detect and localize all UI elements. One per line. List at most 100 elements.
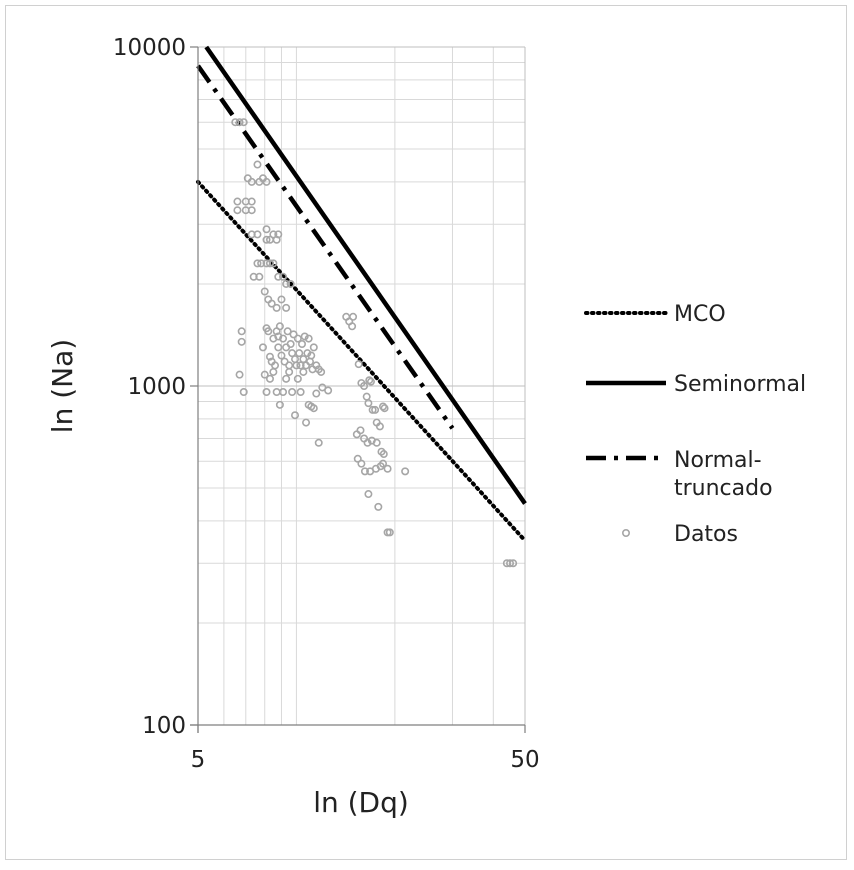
- data-point: [368, 405, 377, 414]
- axes: [190, 46, 526, 733]
- data-point: [239, 118, 248, 127]
- data-point: [285, 361, 294, 370]
- data-point: [262, 235, 271, 244]
- data-point: [348, 322, 357, 331]
- data-point: [299, 355, 308, 364]
- data-point: [379, 402, 388, 411]
- data-point: [257, 259, 266, 268]
- data-point: [235, 118, 244, 127]
- data-point: [265, 259, 274, 268]
- x-axis-title: ln (Dq): [313, 786, 409, 819]
- data-point: [253, 230, 262, 239]
- series-line-seminormal: [204, 45, 527, 505]
- data-point: [247, 206, 256, 215]
- data-point: [506, 559, 515, 568]
- tick-labels: 100 1000 10000 5 50: [113, 35, 540, 773]
- data-point: [357, 459, 366, 468]
- data-point: [255, 272, 264, 281]
- data-point: [239, 388, 248, 397]
- data-point: [372, 438, 381, 447]
- data-point: [296, 361, 305, 370]
- data-point: [262, 225, 271, 234]
- x-tick-label: 5: [191, 747, 206, 773]
- data-point: [362, 392, 371, 401]
- data-point: [253, 259, 262, 268]
- data-point: [247, 177, 256, 186]
- data-point: [363, 438, 372, 447]
- data-point: [282, 303, 291, 312]
- data-point: [274, 343, 283, 352]
- legend-label-mco: MCO: [674, 302, 726, 327]
- data-point: [364, 399, 373, 408]
- data-point: [262, 388, 271, 397]
- data-point: [296, 388, 305, 397]
- data-point: [309, 404, 318, 413]
- data-point: [360, 467, 369, 476]
- data-point: [264, 327, 273, 336]
- data-point: [269, 259, 278, 268]
- data-point: [374, 502, 383, 511]
- data-point: [298, 340, 307, 349]
- data-point: [260, 370, 269, 379]
- y-tick-label: 1000: [127, 374, 186, 400]
- data-point: [279, 388, 288, 397]
- y-tick-label: 10000: [113, 35, 186, 61]
- data-point: [366, 377, 375, 386]
- data-point: [274, 230, 283, 239]
- data-point: [380, 404, 389, 413]
- data-point: [309, 343, 318, 352]
- legend: MCO Seminormal Normal- truncado Datos: [584, 302, 806, 547]
- data-point: [371, 405, 380, 414]
- data-point: [365, 376, 374, 385]
- data-point: [282, 374, 291, 383]
- grid: [198, 46, 526, 725]
- data-point: [262, 177, 271, 186]
- data-point: [279, 272, 288, 281]
- data-point: [289, 330, 298, 339]
- data-point: [292, 361, 301, 370]
- data-point: [267, 299, 276, 308]
- series-line-mco: [196, 179, 527, 543]
- data-point: [354, 360, 363, 369]
- data-point: [307, 351, 316, 360]
- data-point: [269, 367, 278, 376]
- data-point: [379, 459, 388, 468]
- data-point: [258, 343, 267, 352]
- data-point: [324, 386, 333, 395]
- legend-label-seminormal: Seminormal: [674, 372, 806, 397]
- data-point: [302, 418, 311, 427]
- data-point: [233, 206, 242, 215]
- data-point: [317, 367, 326, 376]
- data-point: [286, 340, 295, 349]
- data-point: [279, 334, 288, 343]
- data-point: [314, 438, 323, 447]
- data-point: [277, 295, 286, 304]
- data-point: [237, 327, 246, 336]
- y-tick-label: 100: [142, 713, 186, 739]
- data-point: [265, 352, 274, 361]
- data-point: [295, 349, 304, 358]
- y-axis-title: ln (Na): [46, 339, 79, 433]
- data-point: [385, 528, 394, 537]
- data-point: [375, 422, 384, 431]
- data-point: [291, 411, 300, 420]
- data-point: [401, 467, 410, 476]
- data-point: [272, 303, 281, 312]
- x-tick-label: 50: [510, 747, 539, 773]
- data-point: [286, 279, 295, 288]
- data-point: [379, 450, 388, 459]
- data-point: [260, 287, 269, 296]
- data-point: [360, 381, 369, 390]
- data-point: [282, 279, 291, 288]
- data-point: [265, 374, 274, 383]
- data-point: [275, 322, 284, 331]
- data-point: [304, 334, 313, 343]
- data-point: [280, 357, 289, 366]
- data-point: [356, 426, 365, 435]
- data-point: [233, 197, 242, 206]
- data-point: [274, 272, 283, 281]
- data-point: [253, 160, 262, 169]
- legend-label-normal-truncado-line1: Normal-: [674, 448, 762, 473]
- data-point: [312, 389, 321, 398]
